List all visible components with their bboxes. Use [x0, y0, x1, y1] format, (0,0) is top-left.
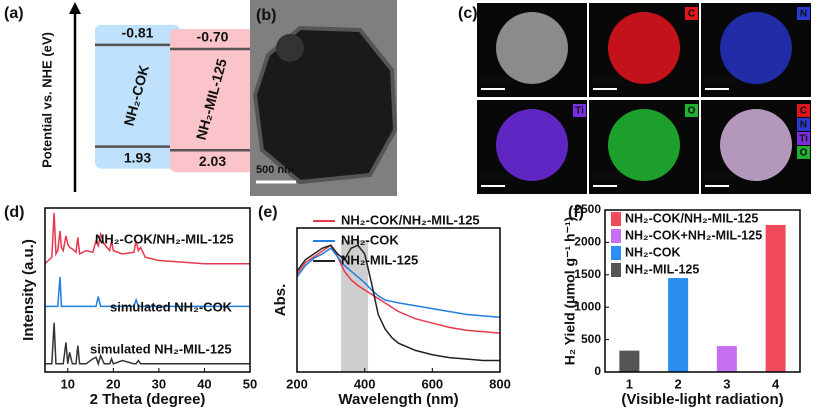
y-tick-label: 2000	[574, 235, 601, 249]
band-value: 2.03	[199, 153, 226, 169]
x-tick-label: 1	[626, 376, 633, 391]
map-particle	[608, 12, 680, 84]
scale-label: 500 nm	[593, 74, 624, 84]
series-label: simulated NH₂-COK	[110, 299, 233, 314]
series-line	[44, 212, 250, 265]
element-tag	[797, 104, 810, 117]
series-line	[296, 247, 501, 319]
legend-label: NH₂-COK	[625, 245, 681, 259]
legend-label: NH₂-COK/NH₂-MIL-125	[625, 211, 758, 225]
legend-swatch	[611, 229, 621, 243]
map-particle	[496, 109, 568, 181]
band-box	[95, 24, 180, 169]
scale-label: 500 nm	[256, 164, 294, 176]
y-tick-label: 2500	[574, 202, 601, 216]
map-particle	[496, 12, 568, 84]
bar	[619, 350, 640, 372]
x-tick-label: 400	[354, 376, 376, 391]
band-value: -0.70	[197, 29, 229, 45]
element-symbol: N	[800, 120, 807, 131]
legend-label: NH₂-COK/NH₂-MIL-125	[341, 212, 480, 227]
x-tick-label: 40	[197, 376, 211, 391]
y-axis-label: Intensity (a.u.)	[20, 239, 37, 341]
x-tick-label: 4	[772, 376, 780, 391]
band-value: -0.81	[122, 25, 154, 41]
series-line	[45, 276, 250, 308]
scale-label: 500 nm	[705, 74, 736, 84]
x-tick-label: 3	[723, 376, 730, 391]
element-symbol: Ti	[575, 106, 584, 117]
element-symbol: O	[800, 148, 808, 159]
y-tick-label: 500	[581, 332, 601, 346]
element-symbol: C	[800, 106, 807, 117]
x-axis-label: Wavelength (nm)	[338, 391, 458, 408]
element-tag	[797, 132, 810, 145]
x-tick-label: 600	[421, 376, 443, 391]
plot-frame	[44, 207, 251, 373]
panel-label: (f)	[568, 204, 584, 221]
element-tag	[685, 7, 698, 20]
series-line	[296, 244, 501, 334]
scale-label: 500 nm	[705, 171, 736, 181]
map-particle	[720, 109, 792, 181]
legend-label: NH₂-MIL-125	[625, 262, 699, 276]
y-axis-label: Abs.	[272, 284, 289, 317]
panel-label: (e)	[258, 204, 278, 221]
arrow-head	[69, 2, 81, 14]
element-tag	[797, 118, 810, 131]
x-tick-label: 800	[489, 376, 511, 391]
scale-label: 500 nm	[481, 171, 512, 181]
legend-label: NH₂-COK+NH₂-MIL-125	[625, 228, 762, 242]
panel-label: (d)	[4, 204, 24, 221]
y-tick-label: 1000	[574, 299, 601, 313]
series-label: simulated NH₂-MIL-125	[90, 341, 232, 356]
x-axis-label: 2 Theta (degree)	[90, 391, 206, 408]
legend-swatch	[611, 212, 621, 226]
x-tick-label: 200	[286, 376, 308, 391]
element-symbol: C	[688, 9, 695, 20]
y-axis-label: H₂ Yield (μmol g⁻¹ h⁻¹)	[562, 217, 578, 366]
panel-label: (c)	[458, 5, 478, 22]
element-tag	[797, 7, 810, 20]
y-axis-label: Potential vs. NHE (eV)	[39, 32, 54, 168]
bar	[765, 224, 786, 372]
element-tag	[797, 146, 810, 159]
element-tag	[685, 104, 698, 117]
element-symbol: N	[800, 9, 807, 20]
scale-label: 500 nm	[593, 171, 624, 181]
x-tick-label: 30	[152, 376, 166, 391]
bar	[716, 346, 737, 372]
element-tag	[573, 104, 586, 117]
panel-label: (a)	[4, 5, 24, 22]
legend-label: NH₂-MIL-125	[341, 252, 418, 267]
shaded-range	[340, 240, 369, 372]
x-tick-label: 20	[106, 376, 120, 391]
series-label: NH₂-COK/NH₂-MIL-125	[95, 231, 234, 246]
x-tick-label: 50	[243, 376, 257, 391]
tem-lobe	[276, 34, 304, 62]
y-tick-label: 0	[594, 364, 601, 378]
x-tick-label: 10	[61, 376, 75, 391]
bar	[668, 278, 689, 372]
band-box	[170, 28, 255, 173]
plot-frame	[604, 209, 801, 373]
plot-frame	[296, 227, 501, 373]
legend-swatch	[611, 263, 621, 277]
legend-swatch	[611, 246, 621, 260]
y-tick-label: 1500	[574, 267, 601, 281]
element-symbol: Ti	[799, 134, 808, 145]
x-axis-label: (Visible-light radiation)	[621, 391, 783, 408]
x-tick-label: 2	[675, 376, 682, 391]
series-line	[45, 322, 250, 367]
legend-label: NH₂-COK	[341, 232, 399, 247]
map-particle	[720, 12, 792, 84]
series-line	[296, 244, 500, 362]
element-symbol: O	[688, 106, 696, 117]
map-particle	[608, 109, 680, 181]
panel-label: (b)	[256, 7, 276, 24]
band-value: 1.93	[124, 149, 151, 165]
tem-particle	[252, 25, 398, 185]
scale-label: 500 nm	[481, 74, 512, 84]
